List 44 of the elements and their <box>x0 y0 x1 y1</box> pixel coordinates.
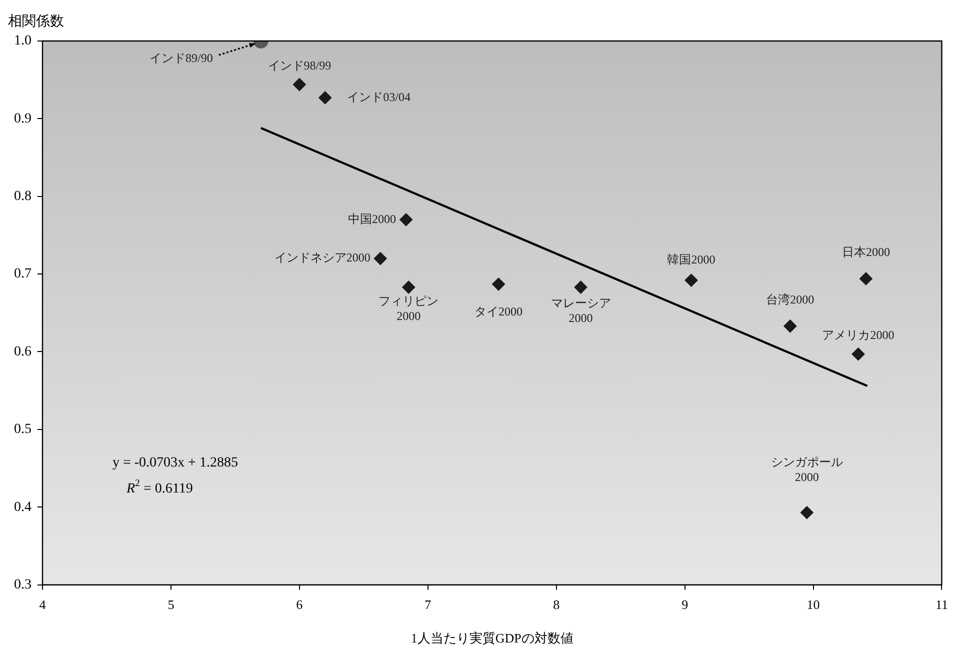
annotation: シンガポール 2000 <box>770 455 843 484</box>
y-tick-label: 0.6 <box>14 344 32 360</box>
point <box>800 506 814 520</box>
annotation: 日本2000 <box>842 244 890 259</box>
y-tick-label: 0.9 <box>14 111 32 126</box>
x-tick-label: 9 <box>682 597 688 612</box>
y-tick-label: 0.5 <box>14 422 32 438</box>
annotation: インド98/99 <box>268 58 332 73</box>
x-tick-label: 8 <box>553 597 560 612</box>
y-tick-label: 0.8 <box>14 189 32 204</box>
point <box>374 252 387 266</box>
annotation: y = -0.0703x + 1.2885 <box>112 456 238 471</box>
annotation: インド03/04 <box>347 90 410 104</box>
x-axis-title: 1人当たり実質GDPの対数値 <box>410 630 574 646</box>
y-tick-label: 1.0 <box>14 34 32 49</box>
x-tick-label: 7 <box>424 597 432 612</box>
point <box>292 78 306 92</box>
annotation: アメリカ2000 <box>822 328 894 342</box>
point <box>402 280 416 294</box>
annotation: タイ2000 <box>474 304 523 318</box>
point <box>852 348 865 361</box>
x-tick-label: 4 <box>39 597 46 612</box>
point <box>784 320 797 333</box>
x-tick-label: 10 <box>806 597 820 612</box>
y-axis-title: 相関係数 <box>8 14 64 30</box>
annotation: 韓国2000 <box>667 252 716 266</box>
point <box>400 213 413 226</box>
y-tick-label: 0.3 <box>14 577 32 592</box>
point <box>318 91 332 104</box>
x-tick-label: 5 <box>168 597 174 612</box>
annotation: インド89/90 <box>150 51 213 66</box>
x-tick-label: 6 <box>296 597 304 612</box>
point <box>492 278 506 291</box>
annotation: フィリピン 2000 <box>378 294 439 323</box>
x-tick-label: 11 <box>935 597 948 612</box>
annotation: 中国2000 <box>348 212 396 226</box>
point <box>574 280 588 294</box>
point <box>859 272 872 286</box>
y-tick-label: 0.7 <box>14 266 32 282</box>
annotation: インドネシア2000 <box>274 250 370 265</box>
annotation: マレーシア 2000 <box>550 296 611 325</box>
y-tick-label: 0.4 <box>14 500 32 515</box>
annotation: 台湾2000 <box>766 292 814 306</box>
point <box>684 274 698 287</box>
